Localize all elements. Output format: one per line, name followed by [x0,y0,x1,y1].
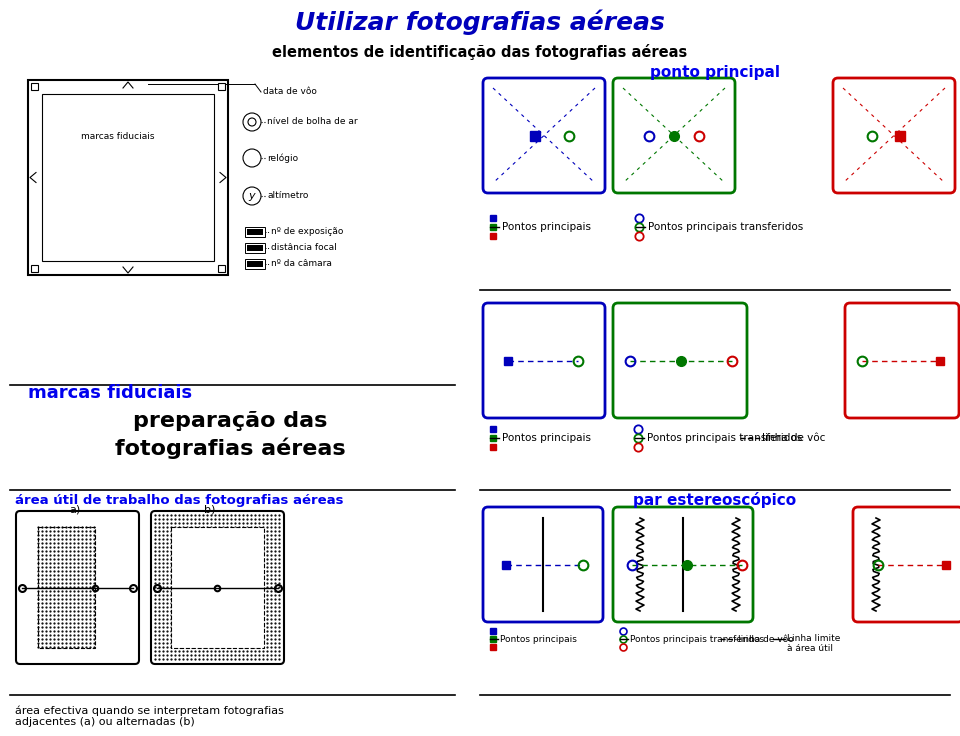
Text: marcas fiduciais: marcas fiduciais [82,132,155,141]
FancyBboxPatch shape [853,507,960,622]
Text: relógio: relógio [267,153,299,163]
Bar [245,259,265,269]
FancyBboxPatch shape [483,507,603,622]
FancyBboxPatch shape [16,511,139,664]
Bar [171,527,264,648]
Text: marcas fiduciais: marcas fiduciais [28,384,192,402]
Text: área útil de trabalho das fotografias aéreas: área útil de trabalho das fotografias aé… [15,494,344,507]
Bar [31,265,38,272]
Text: Pontos principais transferidos: Pontos principais transferidos [648,222,804,232]
Text: elementos de identificação das fotografias aéreas: elementos de identificação das fotografi… [273,44,687,60]
Text: distância focal: distância focal [271,244,337,252]
Text: nº de exposição: nº de exposição [271,227,344,236]
Circle shape [243,113,261,131]
Bar [218,265,225,272]
Bar [247,229,263,235]
Bar [42,94,214,261]
Bar [28,80,228,275]
Bar [247,245,263,251]
FancyBboxPatch shape [613,78,735,193]
Text: a): a) [69,505,81,515]
Text: Pontos principais transferidos: Pontos principais transferidos [647,433,803,443]
FancyBboxPatch shape [833,78,955,193]
FancyBboxPatch shape [151,511,284,664]
Text: Utilizar fotografias aéreas: Utilizar fotografias aéreas [295,10,665,35]
Text: y: y [249,191,255,201]
FancyBboxPatch shape [483,303,605,418]
Bar [218,83,225,90]
Text: b): b) [204,505,216,515]
Bar [247,261,263,267]
Text: Pontos principais: Pontos principais [502,433,591,443]
Text: par estereoscópico: par estereoscópico [634,492,797,508]
FancyBboxPatch shape [613,303,747,418]
Text: altímetro: altímetro [267,191,308,200]
Text: linha de vôo: linha de vôo [738,634,794,643]
Circle shape [243,149,261,167]
Circle shape [243,187,261,205]
Text: data de vôo: data de vôo [263,88,317,96]
Bar [245,243,265,253]
Text: Pontos principais: Pontos principais [500,634,577,643]
Text: Linha limite
à área útil: Linha limite à área útil [787,634,840,654]
Bar [245,227,265,237]
Text: Pontos principais transferidos: Pontos principais transferidos [630,634,764,643]
FancyBboxPatch shape [483,78,605,193]
Bar [38,527,95,648]
Text: Pontos principais: Pontos principais [502,222,591,232]
Text: nível de bolha de ar: nível de bolha de ar [267,118,358,127]
Circle shape [248,118,256,126]
FancyBboxPatch shape [613,507,753,622]
Bar [31,83,38,90]
Text: linha de vôc: linha de vôc [762,433,826,443]
FancyBboxPatch shape [845,303,959,418]
Text: área efectiva quando se interpretam fotografias
adjacentes (a) ou alternadas (b): área efectiva quando se interpretam foto… [15,705,284,727]
Text: ponto principal: ponto principal [650,65,780,79]
Text: nº da câmara: nº da câmara [271,260,332,269]
Text: preparação das
fotografias aéreas: preparação das fotografias aéreas [114,411,346,459]
